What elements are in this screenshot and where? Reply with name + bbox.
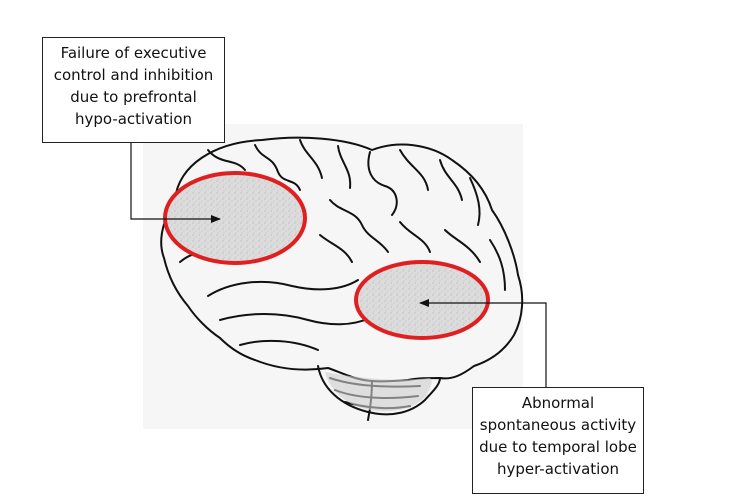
prefrontal-region-highlight (163, 171, 307, 265)
temporal-region-highlight (354, 260, 490, 340)
cerebellum-shading (325, 372, 432, 412)
temporal-callout: Abnormal spontaneous activity due to tem… (472, 387, 644, 494)
prefrontal-callout: Failure of executive control and inhibit… (42, 37, 225, 143)
prefrontal-leader-line (130, 143, 221, 223)
temporal-leader-line (419, 299, 547, 387)
